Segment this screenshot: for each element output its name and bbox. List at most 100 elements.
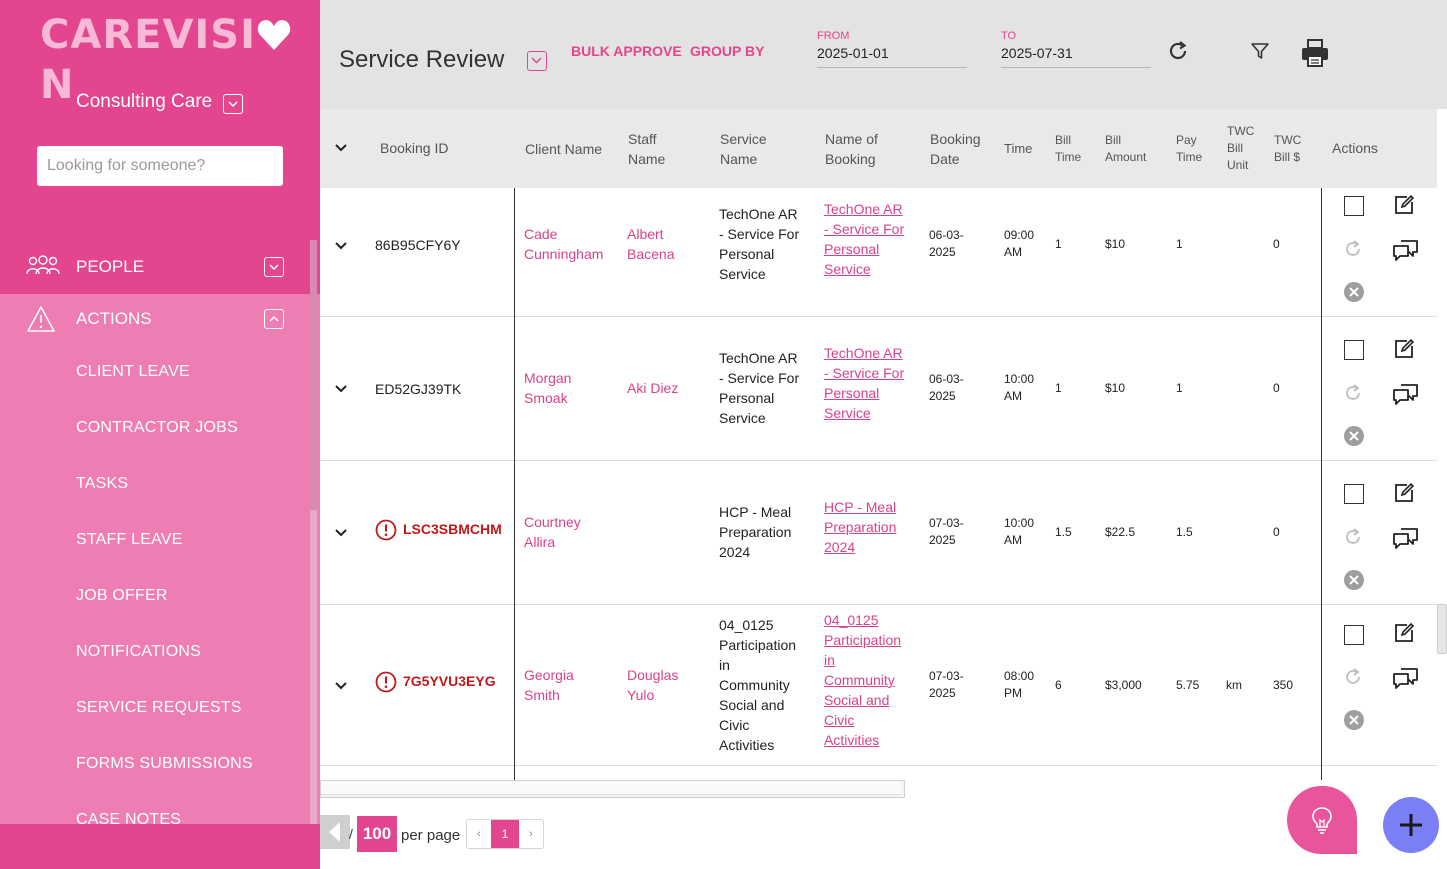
- next-page-button[interactable]: ›: [529, 828, 533, 840]
- nav-contractor-jobs[interactable]: CONTRACTOR JOBS: [76, 419, 238, 436]
- chat-icon[interactable]: [1392, 237, 1420, 268]
- filter-icon[interactable]: [1250, 41, 1270, 66]
- col-pay-time[interactable]: Pay Time: [1176, 132, 1202, 166]
- reset-icon[interactable]: [1342, 238, 1364, 265]
- col-booking-id[interactable]: Booking ID: [380, 140, 449, 156]
- reset-icon[interactable]: [1342, 382, 1364, 409]
- row-select-checkbox[interactable]: [1344, 196, 1364, 216]
- chat-icon[interactable]: [1392, 525, 1420, 556]
- col-name-of-booking[interactable]: Name of Booking: [825, 129, 878, 169]
- nav-staff-leave[interactable]: STAFF LEAVE: [76, 531, 183, 548]
- booking-name-link[interactable]: 04_0125 Participation in Community Socia…: [824, 610, 901, 750]
- client-name[interactable]: Cade Cunningham: [524, 224, 603, 264]
- nav-tasks[interactable]: TASKS: [76, 475, 129, 492]
- client-name[interactable]: Courtney Allira: [524, 512, 581, 552]
- edit-icon[interactable]: [1393, 622, 1415, 649]
- booking-id[interactable]: ED52GJ39TK: [375, 381, 462, 397]
- bulk-approve-button[interactable]: BULK APPROVE: [571, 43, 682, 59]
- nav-actions-section: [0, 294, 320, 824]
- reset-icon[interactable]: [1342, 666, 1364, 693]
- row-expand-chevron-icon[interactable]: [334, 525, 348, 544]
- search-input[interactable]: [37, 146, 283, 186]
- client-name[interactable]: Georgia Smith: [524, 665, 574, 705]
- bill-amount: $10: [1105, 237, 1126, 251]
- service-name-line: TechOne AR: [719, 350, 798, 366]
- vertical-scrollbar-thumb[interactable]: [1437, 604, 1447, 654]
- client-name[interactable]: Morgan Smoak: [524, 368, 571, 408]
- table-row: 86B95CFY6Y Cade Cunningham Albert Bacena…: [320, 188, 1437, 317]
- org-chevron-down-icon[interactable]: [223, 94, 243, 114]
- title-chevron-down-icon[interactable]: [527, 51, 547, 71]
- col-client-name[interactable]: Client Name: [525, 141, 603, 157]
- row-select-checkbox[interactable]: [1344, 340, 1364, 360]
- reject-icon[interactable]: [1343, 281, 1365, 308]
- page-1-button[interactable]: 1: [491, 820, 519, 848]
- booking-name-line: TechOne AR: [824, 201, 903, 217]
- prev-page-button[interactable]: ‹: [477, 828, 481, 840]
- ideas-button[interactable]: [1287, 786, 1357, 854]
- people-icon: [26, 255, 60, 282]
- nav-people-label[interactable]: PEOPLE: [76, 257, 145, 276]
- row-select-checkbox[interactable]: [1344, 484, 1364, 504]
- col-staff-name[interactable]: Staff Name: [628, 129, 665, 169]
- reject-icon[interactable]: [1343, 569, 1365, 596]
- booking-id[interactable]: 86B95CFY6Y: [375, 237, 461, 253]
- collapse-sidebar-button[interactable]: [320, 815, 350, 849]
- staff-name[interactable]: Aki Diez: [627, 378, 678, 398]
- booking-time-line: PM: [1004, 686, 1022, 700]
- nav-service-requests[interactable]: SERVICE REQUESTS: [76, 699, 242, 716]
- booking-id[interactable]: LSC3SBMCHM: [403, 521, 502, 537]
- from-date-input[interactable]: 2025-01-01: [817, 45, 967, 68]
- reject-icon[interactable]: [1343, 709, 1365, 736]
- nav-case-notes[interactable]: CASE NOTES: [76, 811, 182, 828]
- nav-client-leave[interactable]: CLIENT LEAVE: [76, 363, 190, 380]
- col-service-name[interactable]: Service Name: [720, 129, 767, 169]
- sidebar-scrollbar[interactable]: [310, 240, 317, 824]
- to-date-input[interactable]: 2025-07-31: [1001, 45, 1151, 68]
- people-chevron-down-icon[interactable]: [264, 257, 284, 277]
- chat-icon[interactable]: [1392, 381, 1420, 412]
- booking-name-link[interactable]: TechOne AR - Service For Personal Servic…: [824, 343, 904, 423]
- row-expand-chevron-icon[interactable]: [334, 238, 348, 257]
- refresh-icon[interactable]: [1167, 40, 1189, 67]
- org-name[interactable]: Consulting Care: [76, 91, 213, 112]
- col-twc-bill-unit[interactable]: TWC Bill Unit: [1227, 123, 1254, 174]
- row-expand-chevron-icon[interactable]: [334, 678, 348, 697]
- row-expand-chevron-icon[interactable]: [334, 381, 348, 400]
- booking-name-link[interactable]: TechOne AR - Service For Personal Servic…: [824, 199, 904, 279]
- nav-job-offer[interactable]: JOB OFFER: [76, 587, 168, 604]
- col-bill-time[interactable]: Bill Time: [1055, 132, 1081, 166]
- twc-bill: 350: [1273, 678, 1294, 692]
- row-select-checkbox[interactable]: [1344, 625, 1364, 645]
- booking-id[interactable]: 7G5YVU3EYG: [403, 673, 496, 689]
- app-logo[interactable]: CAREVISI N: [40, 12, 320, 108]
- edit-icon[interactable]: [1393, 482, 1415, 509]
- col-bill-amount[interactable]: Bill Amount: [1105, 132, 1146, 166]
- col-time[interactable]: Time: [1004, 141, 1033, 156]
- col-booking-date[interactable]: Booking Date: [930, 129, 981, 169]
- col-twc-bill[interactable]: TWC Bill $: [1274, 132, 1301, 166]
- nav-notifications[interactable]: NOTIFICATIONS: [76, 643, 201, 660]
- edit-icon[interactable]: [1393, 338, 1415, 365]
- print-icon[interactable]: [1300, 38, 1330, 73]
- actions-chevron-up-icon[interactable]: [264, 309, 284, 329]
- staff-name[interactable]: Albert Bacena: [627, 224, 674, 264]
- nav-actions-label[interactable]: ACTIONS: [76, 309, 152, 328]
- expand-all-chevron-icon[interactable]: [334, 140, 348, 159]
- group-by-button[interactable]: GROUP BY: [690, 43, 765, 59]
- add-button[interactable]: [1383, 797, 1439, 853]
- nav-people[interactable]: [0, 240, 320, 294]
- reject-icon[interactable]: [1343, 425, 1365, 452]
- booking-name-line: TechOne AR: [824, 345, 903, 361]
- page-size-select[interactable]: 100: [357, 816, 397, 852]
- col-twc-bill-line1: TWC: [1274, 133, 1302, 147]
- nav-forms-submissions[interactable]: FORMS SUBMISSIONS: [76, 755, 253, 772]
- reset-icon[interactable]: [1342, 526, 1364, 553]
- booking-name-link[interactable]: HCP - Meal Preparation 2024: [824, 497, 896, 557]
- horizontal-scrollbar-thumb[interactable]: [321, 781, 901, 795]
- sidebar-scrollbar-thumb[interactable]: [310, 240, 317, 510]
- staff-name[interactable]: Douglas Yulo: [627, 665, 678, 705]
- chat-icon[interactable]: [1392, 665, 1420, 696]
- edit-icon[interactable]: [1393, 194, 1415, 221]
- booking-name-line: Personal: [824, 241, 880, 257]
